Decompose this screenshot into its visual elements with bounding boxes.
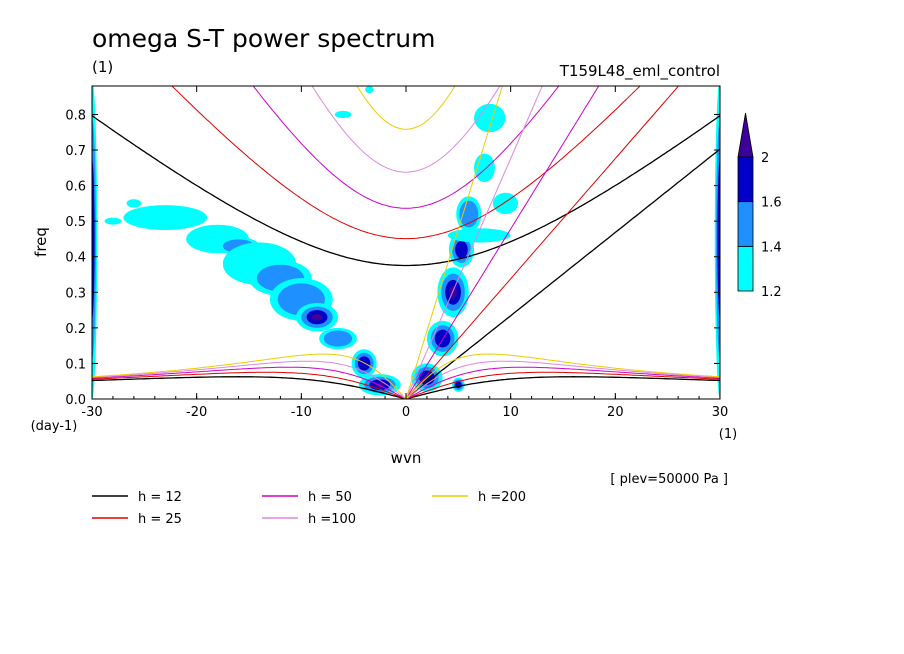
spectrum-shading xyxy=(92,86,720,399)
colorbar-segment xyxy=(737,245,754,292)
y-tick-label: 0.6 xyxy=(65,180,86,195)
y-tick-label: 0.5 xyxy=(65,215,86,230)
colorbar-label: 1.6 xyxy=(761,196,782,211)
colorbar-segment xyxy=(737,201,754,247)
x-tick-label: 30 xyxy=(712,405,729,420)
dispersion-curves xyxy=(92,86,720,399)
spectrum-blob xyxy=(126,199,142,208)
dispersion-curve-ig xyxy=(92,115,720,267)
chart-title: omega S-T power spectrum xyxy=(92,24,436,53)
x-tick-label: -10 xyxy=(291,405,312,420)
x-tick-label: -20 xyxy=(186,405,207,420)
y-tick-label: 0.8 xyxy=(65,108,86,123)
legend-label: h = 50 xyxy=(308,490,352,505)
y-axis-label: freq xyxy=(32,227,50,257)
dispersion-curve-ig xyxy=(171,86,641,240)
legend-label: h = 25 xyxy=(138,512,182,527)
spectrum-blob xyxy=(104,217,122,225)
dispersion-curve-ig xyxy=(252,86,560,209)
plot-background xyxy=(92,86,720,399)
colorbar-label: 2 xyxy=(761,151,769,166)
colorbar: 1.2 1.4 1.6 2 xyxy=(737,112,782,300)
dispersion-curve-rossby xyxy=(92,376,720,399)
spectrum-blob xyxy=(123,205,208,231)
spectrum-blob xyxy=(92,158,95,319)
y-tick-label: 0.0 xyxy=(65,393,86,408)
dispersion-curve-kelvin xyxy=(405,148,720,399)
x-axis-label: wvn xyxy=(391,449,422,467)
spectrum-blob xyxy=(717,158,720,319)
spectrum-blob xyxy=(323,330,353,347)
experiment-label: T159L48_eml_control xyxy=(559,62,720,81)
dispersion-curve-ig xyxy=(356,86,456,130)
spectrum-blob xyxy=(374,382,386,388)
x-tick-label: -30 xyxy=(81,405,102,420)
colorbar-label: 1.4 xyxy=(761,240,782,255)
x-tick-label: 10 xyxy=(502,405,519,420)
spectrum-blob xyxy=(447,228,511,243)
dispersion-curve-ig xyxy=(311,86,501,173)
dispersion-curve-kelvin xyxy=(405,86,600,399)
dispersion-curve-rossby xyxy=(92,353,720,399)
legend-label: h = 12 xyxy=(138,490,182,505)
dispersion-curve-rossby xyxy=(92,366,720,399)
y-axis-ticks: 0.0 0.1 0.2 0.3 0.4 0.5 0.6 0.7 0.8 xyxy=(65,108,720,408)
spectrum-blob xyxy=(311,313,323,321)
y-tick-label: 0.3 xyxy=(65,286,86,301)
y-tick-label: 0.7 xyxy=(65,144,86,159)
colorbar-extend-arrow xyxy=(737,112,754,158)
y-tick-label: 0.1 xyxy=(65,357,86,372)
spectrum-blob xyxy=(334,110,352,119)
legend-label: h =200 xyxy=(478,490,526,505)
dispersion-curve-kelvin xyxy=(405,86,503,399)
spectrum-blob xyxy=(474,103,506,133)
legend: h = 12 h = 25 h = 50 h =100 h =200 xyxy=(92,490,526,527)
y-tick-label: 0.2 xyxy=(65,322,86,337)
dispersion-curve-kelvin xyxy=(405,86,680,399)
pressure-level-label: [ plev=50000 Pa ] xyxy=(610,472,728,487)
colorbar-segment xyxy=(737,156,754,203)
x-axis-ticks: -30 -20 -10 0 10 20 30 xyxy=(81,86,728,420)
colorbar-label: 1.2 xyxy=(761,285,782,300)
x-tick-label: 0 xyxy=(402,405,410,420)
x-unit-label: (1) xyxy=(719,427,737,442)
dispersion-curve-rossby xyxy=(92,371,720,399)
units-label: (1) xyxy=(92,58,113,76)
dispersion-curve-kelvin xyxy=(405,86,543,399)
plot-area: -30 -20 -10 0 10 20 30 0.00.10.20.30.40.50.60.… xyxy=(65,85,728,420)
dispersion-curve-rossby xyxy=(92,360,720,399)
x-tick-label: 20 xyxy=(607,405,624,420)
spectrum-blob xyxy=(365,86,374,94)
legend-label: h =100 xyxy=(308,512,356,527)
y-tick-label: 0.4 xyxy=(65,251,86,266)
spectrum-blob xyxy=(455,240,468,259)
y-unit-label: (day-1) xyxy=(31,419,78,434)
